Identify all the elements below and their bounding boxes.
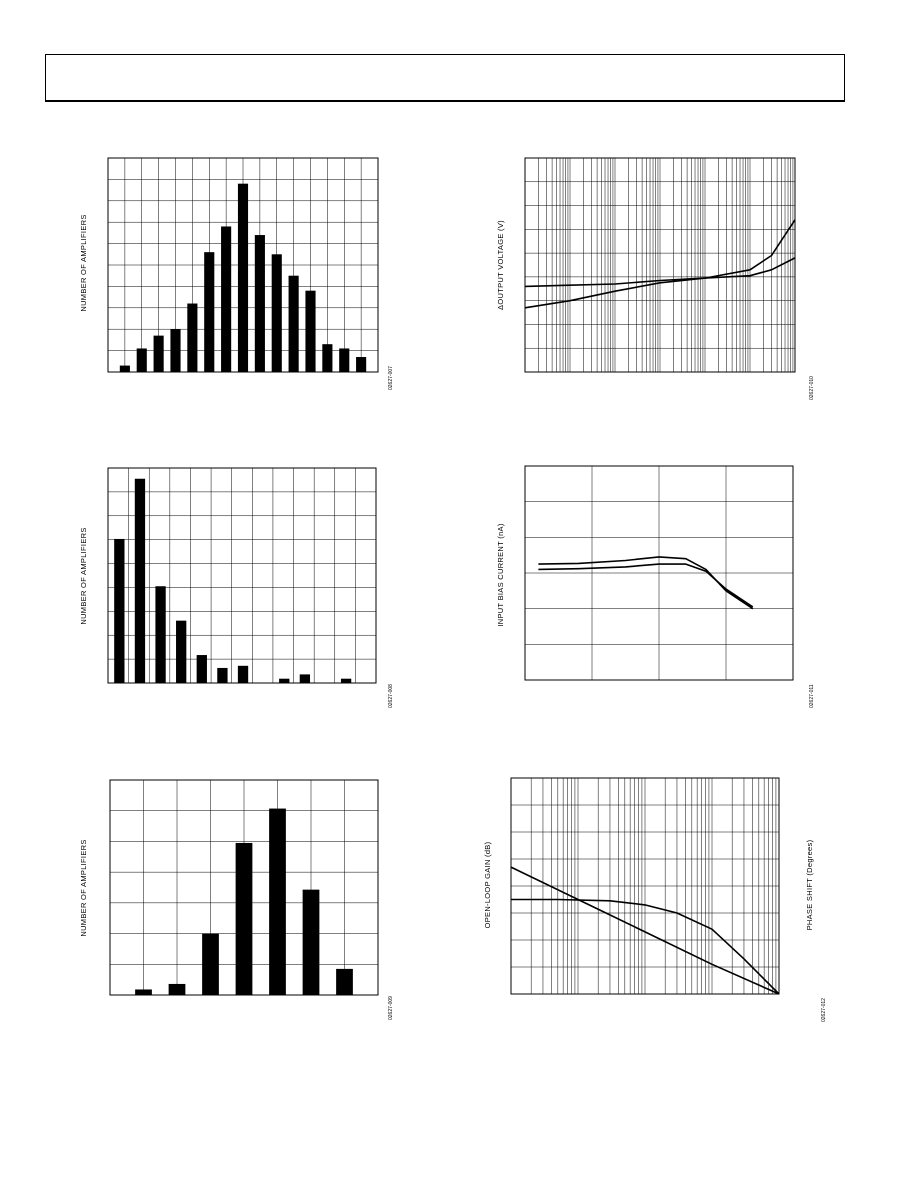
plot-frame [524,465,794,681]
bar [187,303,198,372]
page-header-box [45,54,845,102]
bar [271,254,282,372]
series-line-2 [538,563,754,608]
series-line-1 [538,556,754,610]
bar [302,889,320,995]
grid [511,778,779,994]
figure-number: 02627-012 [821,998,827,1022]
figure-number: 02627-007 [388,366,394,390]
output-voltage-chart: ΔOUTPUT VOLTAGE (V) 02627-010 [496,157,815,400]
bar [279,678,290,683]
bar [356,357,367,372]
bar [196,655,207,683]
grid [108,468,376,683]
bar [221,226,232,372]
series-line-2 [524,257,796,309]
bar [202,933,219,995]
bar [235,842,253,995]
series-line-1 [510,866,780,995]
bar [299,674,311,683]
bar [305,290,316,372]
bar [114,538,125,683]
histogram-chart-1: NUMBER OF AMPLIFIERS 02627-007 [79,157,394,390]
bar [336,968,353,995]
bar [269,808,286,995]
bar [176,620,187,683]
bar [339,348,350,372]
y-axis-label: ΔOUTPUT VOLTAGE (V) [496,220,505,310]
open-loop-gain-chart: OPEN-LOOP GAIN (dB) PHASE SHIFT (Degrees… [483,777,827,1022]
input-bias-current-chart: INPUT BIAS CURRENT (nA) 02627-011 [496,465,815,708]
series-line-1 [524,219,796,288]
y-axis-label: NUMBER OF AMPLIFIERS [79,214,88,311]
plot-frame [107,467,377,684]
figure-number: 02627-009 [388,996,394,1020]
bar [168,983,186,995]
bar [254,235,265,372]
bar [155,586,166,683]
plot-frame [524,157,796,373]
y-axis-label: NUMBER OF AMPLIFIERS [79,839,88,936]
y-axis-label: OPEN-LOOP GAIN (dB) [483,841,492,928]
bar [153,335,164,372]
bar [119,365,130,372]
series-line-2 [511,898,780,995]
figure-number: 02627-011 [809,684,815,708]
bar [340,678,352,683]
histogram-chart-3: NUMBER OF AMPLIFIERS 02627-009 [79,779,394,1020]
figure-number: 02627-008 [388,684,394,708]
bar [237,183,249,372]
grid [525,466,793,680]
bar [237,665,249,683]
bar [136,348,147,372]
y-axis-label: INPUT BIAS CURRENT (nA) [496,523,505,627]
secondary-y-axis-label: PHASE SHIFT (Degrees) [805,839,814,930]
bars [114,478,352,683]
bar [288,275,299,372]
plot-frame [510,777,780,995]
bars [135,808,353,995]
figure-number: 02627-010 [809,376,815,400]
bar [134,478,146,683]
bars [119,183,367,372]
grid [525,158,795,372]
bar [135,989,152,995]
histogram-chart-2: NUMBER OF AMPLIFIERS 02627-008 [79,467,394,708]
bar [322,344,333,372]
y-axis-label: NUMBER OF AMPLIFIERS [79,527,88,624]
bar [217,667,228,683]
bar [170,329,181,372]
bar [204,252,215,372]
